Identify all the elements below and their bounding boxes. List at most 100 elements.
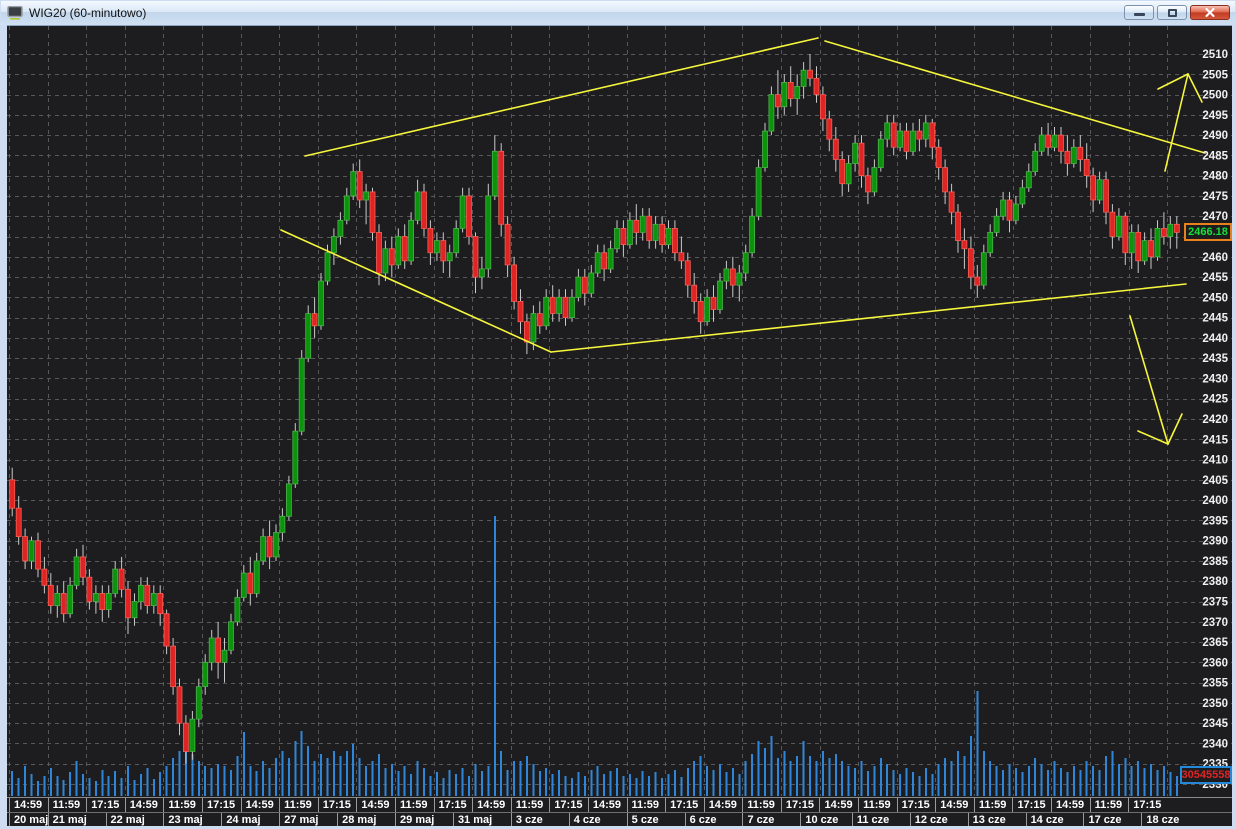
candle-body	[388, 248, 395, 266]
volume-bar	[1162, 766, 1165, 796]
candle-body	[215, 637, 222, 663]
volume-bar	[622, 776, 625, 796]
volume-bar	[384, 768, 387, 796]
volume-bar	[230, 770, 232, 796]
arrow-up[interactable]	[1157, 73, 1203, 172]
volume-marker: 30545558	[1180, 766, 1232, 784]
candle-body	[421, 191, 427, 229]
volume-bar	[1105, 756, 1107, 796]
minimize-icon	[1133, 13, 1145, 16]
time-tick-label: 14:59	[819, 798, 858, 812]
volume-bar	[300, 731, 303, 796]
arrow-barb	[1157, 73, 1189, 90]
time-tick-label: 17:15	[896, 798, 936, 812]
candle-body	[99, 593, 106, 611]
candle-body	[1109, 211, 1116, 237]
candle-body	[665, 227, 672, 245]
candle-body	[704, 296, 710, 322]
volume-bar	[43, 776, 46, 796]
candle-body	[47, 584, 54, 606]
date-label: 29 maj	[395, 813, 453, 826]
price-tick-label: 2495	[1202, 110, 1228, 122]
volume-bar	[332, 751, 335, 796]
volume-bar	[1040, 764, 1043, 796]
minimize-button[interactable]	[1124, 5, 1154, 20]
candle-body	[1083, 158, 1090, 176]
volume-bar	[442, 778, 445, 796]
candle-body	[41, 568, 48, 586]
candle-body	[736, 272, 743, 286]
volume-bar	[365, 766, 368, 796]
volume-bar	[789, 761, 792, 796]
trendlines[interactable]	[280, 37, 1206, 353]
date-label: 28 maj	[337, 813, 395, 826]
candle-body	[1006, 199, 1013, 221]
time-tick-label: 11:59	[394, 798, 434, 812]
candle-body	[240, 572, 247, 598]
volume-bar	[416, 761, 419, 796]
candle-body	[363, 191, 370, 201]
volume-bar	[506, 770, 509, 796]
candle-body	[247, 572, 254, 594]
date-label: 17 cze	[1083, 813, 1141, 826]
volume-bar	[410, 774, 413, 796]
price-tick-label: 2400	[1202, 495, 1228, 507]
volume-bar	[551, 774, 554, 796]
volume-bar	[571, 778, 573, 796]
volume-bar	[435, 772, 438, 796]
volume-bar	[94, 781, 97, 796]
volume-bar	[242, 732, 245, 796]
candlestick-chart[interactable]: 2510250525002495249024852480247524702465…	[7, 26, 1232, 797]
candle-body	[890, 122, 897, 148]
volume-bar	[352, 744, 355, 796]
price-tick-label: 2475	[1202, 191, 1228, 203]
candle-body	[922, 122, 929, 140]
candle-body	[221, 649, 228, 663]
maximize-button[interactable]	[1157, 5, 1187, 20]
candle-body	[35, 540, 41, 570]
arrow-down[interactable]	[1129, 315, 1183, 445]
volume-bar	[62, 780, 65, 796]
volume-bar	[686, 768, 689, 796]
volume-bar	[783, 751, 786, 796]
candle-body	[1116, 215, 1122, 237]
volume-bar	[558, 770, 561, 796]
volume-bar	[255, 771, 258, 796]
candle-body	[311, 313, 318, 327]
volume-bar	[680, 777, 683, 796]
candle-body	[491, 150, 498, 197]
candle-body	[1173, 223, 1180, 233]
candle-body	[1045, 134, 1051, 148]
time-tick-label: 14:59	[240, 798, 280, 812]
volume-bar	[957, 751, 959, 796]
time-tick-label: 17:15	[86, 798, 125, 812]
close-button[interactable]	[1190, 5, 1230, 20]
volume-bar	[1085, 761, 1088, 796]
candle-body	[330, 236, 337, 254]
volume-bar	[1047, 770, 1050, 796]
arrow-shaft	[1129, 315, 1169, 445]
candle-body	[504, 223, 511, 266]
candle-body	[729, 268, 736, 286]
price-tick-label: 2440	[1202, 333, 1228, 345]
candle-body	[942, 167, 948, 193]
candle-body	[208, 637, 215, 663]
candle-body	[440, 240, 447, 262]
volume-bar	[88, 778, 91, 796]
candle-body	[73, 556, 80, 586]
candle-body	[897, 130, 903, 148]
time-tick-label: 14:59	[703, 798, 743, 812]
volume-bar	[114, 771, 117, 796]
volume-bar	[944, 758, 947, 796]
volume-bar	[821, 751, 824, 796]
price-tick-label: 2435	[1202, 353, 1228, 365]
candle-body	[524, 321, 530, 343]
candle-body	[980, 252, 987, 286]
candle-body	[717, 280, 723, 310]
title-bar[interactable]: WIG20 (60-minutowo)	[1, 1, 1235, 25]
volume-bar	[1072, 766, 1075, 796]
volume-bar	[513, 761, 516, 796]
volume-bar	[693, 761, 696, 796]
candle-body	[787, 82, 794, 100]
date-label: 4 cze	[568, 813, 627, 826]
